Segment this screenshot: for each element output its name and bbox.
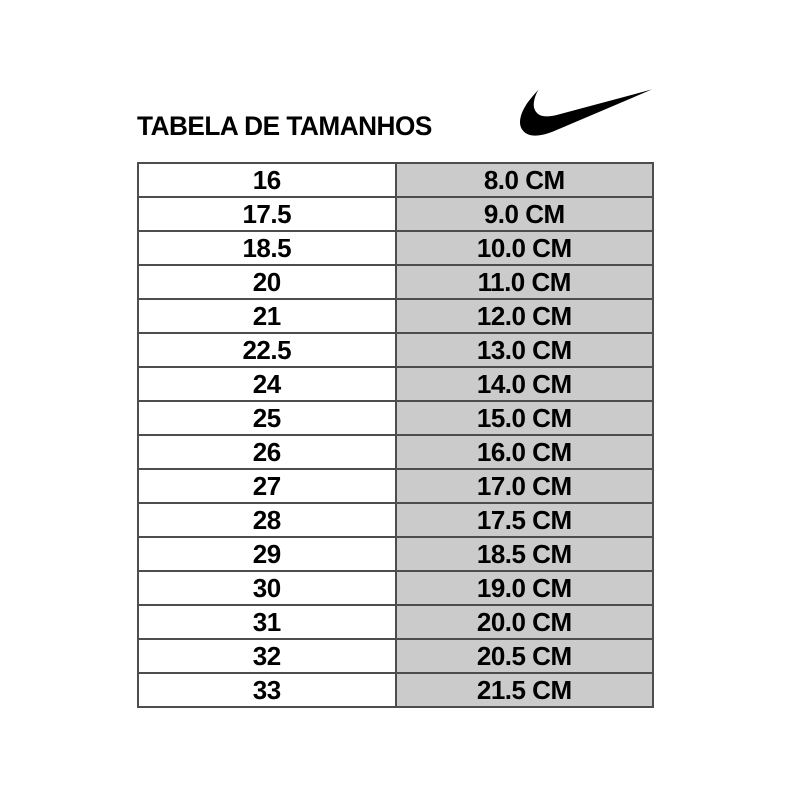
size-cell: 30 [137, 570, 397, 606]
size-cell: 27 [137, 468, 397, 504]
table-row: 30 19.0 CM [137, 570, 654, 606]
table-row: 26 16.0 CM [137, 434, 654, 470]
table-row: 21 12.0 CM [137, 298, 654, 334]
size-cell: 31 [137, 604, 397, 640]
length-cell: 8.0 CM [394, 162, 654, 198]
size-cell: 16 [137, 162, 397, 198]
length-cell: 20.5 CM [394, 638, 654, 674]
nike-swoosh-icon [520, 85, 652, 140]
length-cell: 17.5 CM [394, 502, 654, 538]
table-row: 22.5 13.0 CM [137, 332, 654, 368]
size-table: 16 8.0 CM 17.5 9.0 CM 18.5 10.0 CM 20 11.0 CM 21… [137, 162, 654, 708]
length-cell: 17.0 CM [394, 468, 654, 504]
size-cell: 28 [137, 502, 397, 538]
length-cell: 13.0 CM [394, 332, 654, 368]
length-cell: 20.0 CM [394, 604, 654, 640]
size-cell: 29 [137, 536, 397, 572]
table-row: 31 20.0 CM [137, 604, 654, 640]
size-cell: 22.5 [137, 332, 397, 368]
table-row: 20 11.0 CM [137, 264, 654, 300]
length-cell: 19.0 CM [394, 570, 654, 606]
size-cell: 33 [137, 672, 397, 708]
page-title: TABELA DE TAMANHOS [137, 111, 432, 141]
table-row: 25 15.0 CM [137, 400, 654, 436]
size-cell: 21 [137, 298, 397, 334]
length-cell: 18.5 CM [394, 536, 654, 572]
table-row: 24 14.0 CM [137, 366, 654, 402]
length-cell: 21.5 CM [394, 672, 654, 708]
size-cell: 25 [137, 400, 397, 436]
table-row: 16 8.0 CM [137, 162, 654, 198]
size-cell: 20 [137, 264, 397, 300]
length-cell: 9.0 CM [394, 196, 654, 232]
length-cell: 14.0 CM [394, 366, 654, 402]
size-cell: 24 [137, 366, 397, 402]
length-cell: 12.0 CM [394, 298, 654, 334]
table-row: 32 20.5 CM [137, 638, 654, 674]
size-table-body: 16 8.0 CM 17.5 9.0 CM 18.5 10.0 CM 20 11.0 CM 21… [137, 162, 654, 708]
size-cell: 17.5 [137, 196, 397, 232]
table-row: 33 21.5 CM [137, 672, 654, 708]
table-row: 17.5 9.0 CM [137, 196, 654, 232]
table-row: 27 17.0 CM [137, 468, 654, 504]
size-cell: 18.5 [137, 230, 397, 266]
length-cell: 10.0 CM [394, 230, 654, 266]
size-cell: 26 [137, 434, 397, 470]
table-row: 28 17.5 CM [137, 502, 654, 538]
length-cell: 15.0 CM [394, 400, 654, 436]
size-cell: 32 [137, 638, 397, 674]
table-row: 29 18.5 CM [137, 536, 654, 572]
table-row: 18.5 10.0 CM [137, 230, 654, 266]
length-cell: 11.0 CM [394, 264, 654, 300]
length-cell: 16.0 CM [394, 434, 654, 470]
